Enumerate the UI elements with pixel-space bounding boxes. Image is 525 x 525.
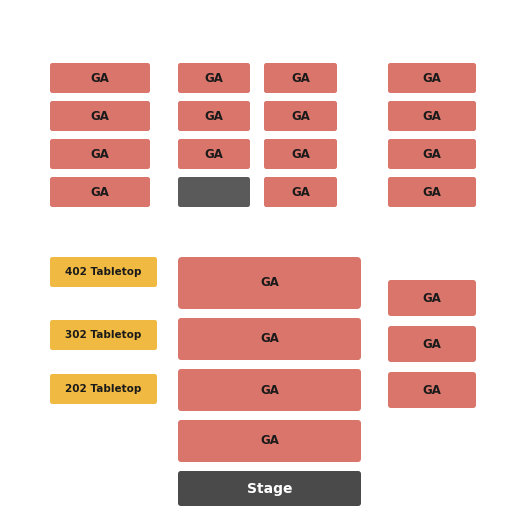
Text: GA: GA xyxy=(260,435,279,447)
FancyBboxPatch shape xyxy=(178,318,361,360)
FancyBboxPatch shape xyxy=(264,101,337,131)
FancyBboxPatch shape xyxy=(178,471,361,506)
FancyBboxPatch shape xyxy=(388,101,476,131)
Text: GA: GA xyxy=(90,110,109,122)
Text: GA: GA xyxy=(423,291,442,304)
Text: GA: GA xyxy=(291,148,310,161)
Text: GA: GA xyxy=(423,110,442,122)
FancyBboxPatch shape xyxy=(178,101,250,131)
FancyBboxPatch shape xyxy=(178,369,361,411)
FancyBboxPatch shape xyxy=(264,63,337,93)
FancyBboxPatch shape xyxy=(388,177,476,207)
Text: GA: GA xyxy=(423,71,442,85)
Text: 202 Tabletop: 202 Tabletop xyxy=(65,384,142,394)
Text: GA: GA xyxy=(423,148,442,161)
FancyBboxPatch shape xyxy=(50,101,150,131)
FancyBboxPatch shape xyxy=(50,257,157,287)
Text: GA: GA xyxy=(260,332,279,345)
Text: 302 Tabletop: 302 Tabletop xyxy=(65,330,142,340)
FancyBboxPatch shape xyxy=(388,63,476,93)
Text: GA: GA xyxy=(90,185,109,198)
Text: GA: GA xyxy=(260,383,279,396)
FancyBboxPatch shape xyxy=(178,420,361,462)
FancyBboxPatch shape xyxy=(178,257,361,309)
Text: GA: GA xyxy=(90,71,109,85)
FancyBboxPatch shape xyxy=(178,177,250,207)
Text: GA: GA xyxy=(205,71,224,85)
Text: GA: GA xyxy=(291,71,310,85)
Text: GA: GA xyxy=(423,185,442,198)
Text: GA: GA xyxy=(291,185,310,198)
FancyBboxPatch shape xyxy=(50,63,150,93)
FancyBboxPatch shape xyxy=(388,372,476,408)
Text: GA: GA xyxy=(90,148,109,161)
FancyBboxPatch shape xyxy=(264,177,337,207)
FancyBboxPatch shape xyxy=(388,139,476,169)
Text: GA: GA xyxy=(423,338,442,351)
Text: Stage: Stage xyxy=(247,481,292,496)
Text: GA: GA xyxy=(205,110,224,122)
Text: 402 Tabletop: 402 Tabletop xyxy=(65,267,142,277)
FancyBboxPatch shape xyxy=(388,326,476,362)
Text: GA: GA xyxy=(291,110,310,122)
Text: GA: GA xyxy=(423,383,442,396)
FancyBboxPatch shape xyxy=(264,139,337,169)
FancyBboxPatch shape xyxy=(50,177,150,207)
Text: GA: GA xyxy=(260,277,279,289)
FancyBboxPatch shape xyxy=(50,139,150,169)
FancyBboxPatch shape xyxy=(50,320,157,350)
FancyBboxPatch shape xyxy=(388,280,476,316)
FancyBboxPatch shape xyxy=(50,374,157,404)
FancyBboxPatch shape xyxy=(178,63,250,93)
Text: GA: GA xyxy=(205,148,224,161)
FancyBboxPatch shape xyxy=(178,139,250,169)
